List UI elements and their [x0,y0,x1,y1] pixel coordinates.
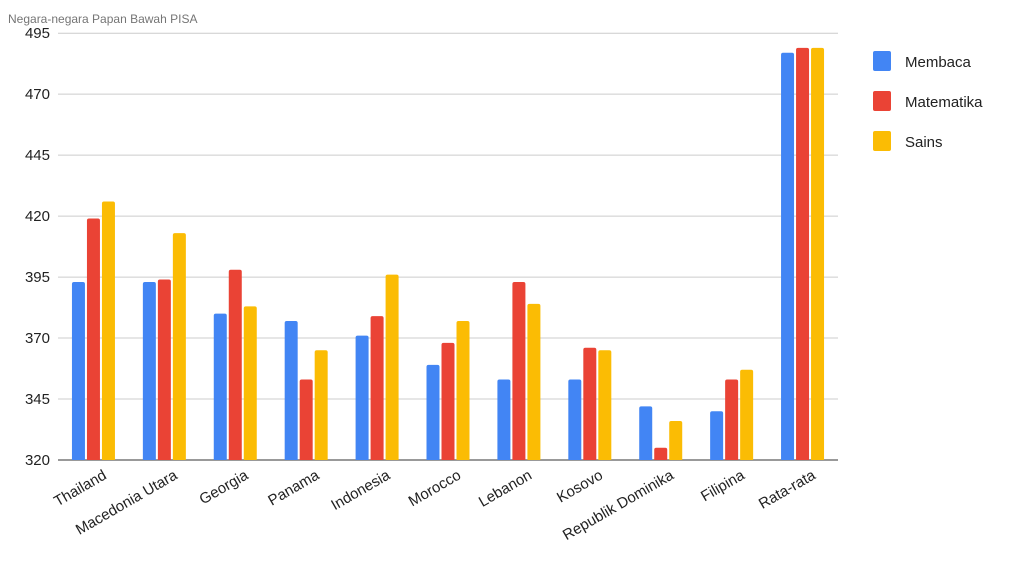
x-tick-label: Indonesia [328,466,393,514]
x-tick-label: Panama [265,466,322,509]
x-tick-label: Morocco [406,467,464,510]
bar-sains-macedonia-utara [172,233,186,460]
bar-matematika-morocco [441,342,455,460]
y-tick-label: 320 [25,452,50,469]
bar-sains-rata-rata [811,47,825,460]
y-tick-label: 470 [25,86,50,103]
bar-sains-republik-dominika [669,420,683,460]
y-tick-label: 395 [25,269,50,286]
bar-sains-indonesia [385,274,399,460]
bar-matematika-georgia [228,269,242,460]
y-tick-label: 370 [25,330,50,347]
bar-sains-morocco [456,320,470,460]
bar-sains-georgia [243,306,257,460]
legend-swatch-matematika [873,91,891,111]
bar-membaca-filipina [710,411,724,460]
gridlines [58,32,838,461]
bar-membaca-georgia [213,313,227,460]
bar-sains-kosovo [598,350,612,460]
bar-matematika-indonesia [370,316,384,460]
x-tick-label: Rata-rata [756,466,819,512]
bar-sains-thailand [101,201,115,460]
chart-title: Negara-negara Papan Bawah PISA [8,12,197,26]
bar-membaca-macedonia-utara [142,281,156,460]
bar-matematika-republik-dominika [654,447,668,460]
y-axis-ticks: 320 345 370 395 420 445 470 495 [25,25,50,469]
bar-matematika-thailand [86,218,100,460]
x-tick-label: Lebanon [476,467,535,511]
x-tick-label: Filipina [698,466,748,505]
y-tick-label: 345 [25,391,50,408]
bar-membaca-indonesia [355,335,369,460]
legend-swatch-membaca [873,51,891,71]
y-tick-label: 420 [25,208,50,225]
bar-membaca-kosovo [568,379,582,460]
legend-label-membaca: Membaca [905,54,972,71]
bars [71,47,825,460]
bar-membaca-rata-rata [781,52,795,460]
legend-swatch-sains [873,131,891,151]
bar-membaca-panama [284,320,298,460]
y-tick-label: 445 [25,147,50,164]
bar-matematika-kosovo [583,347,597,460]
bar-matematika-lebanon [512,281,526,460]
x-tick-label: Thailand [51,467,109,510]
x-tick-label: Georgia [197,466,252,508]
x-tick-label: Kosovo [554,467,606,507]
bar-membaca-republik-dominika [639,406,653,460]
legend-label-matematika: Matematika [905,94,983,111]
y-tick-label: 495 [25,25,50,42]
bar-matematika-macedonia-utara [157,279,171,460]
bar-matematika-filipina [725,379,739,460]
bar-matematika-rata-rata [796,47,810,460]
bar-sains-lebanon [527,303,541,460]
bar-sains-filipina [740,369,754,460]
bar-membaca-lebanon [497,379,511,460]
bar-matematika-panama [299,379,313,460]
legend: Membaca Matematika Sains [873,51,983,151]
bar-membaca-morocco [426,364,440,460]
bar-sains-panama [314,350,328,460]
bar-membaca-thailand [71,281,85,460]
legend-label-sains: Sains [905,134,943,151]
